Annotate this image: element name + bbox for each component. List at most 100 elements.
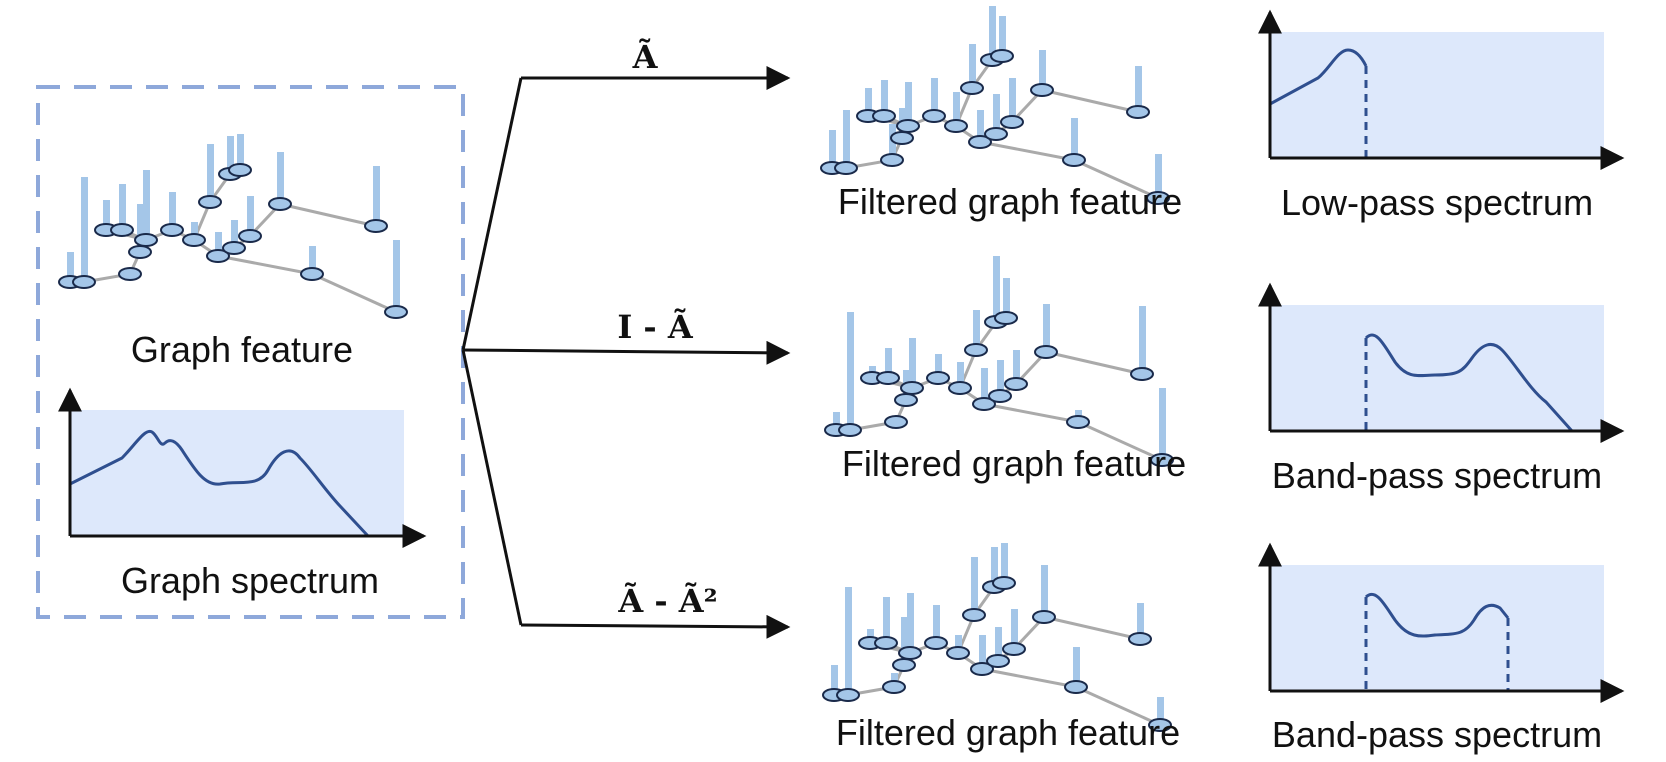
input-node-14	[238, 229, 262, 243]
f2-node-8	[948, 381, 972, 395]
low-pass-spectrum-chart	[1258, 9, 1625, 170]
input-edge-18	[311, 272, 397, 314]
band-pass-spectrum-background-2	[1270, 565, 1604, 691]
f3-node-18	[1148, 718, 1172, 732]
f1-signal-bar-18	[1155, 154, 1162, 198]
filtered-graph-feature-3	[822, 543, 1172, 732]
band-pass-spectrum-chart-1	[1258, 282, 1625, 443]
input-signal-bar-1	[81, 177, 88, 282]
fan-out-connector	[461, 66, 791, 639]
band-pass-spectrum-curve-1	[1364, 333, 1574, 433]
f3-node-16	[1128, 632, 1152, 646]
f3-signal-bar-15	[1041, 565, 1048, 617]
filtered-graph-label-3: Filtered graph feature	[836, 712, 1180, 753]
input-signal-bar-17	[309, 246, 316, 274]
f3-signal-bar-0	[831, 665, 838, 695]
input-node-6	[134, 233, 158, 247]
f1-node-14	[1000, 115, 1024, 129]
input-signal-bar-9	[207, 144, 214, 202]
f2-node-13	[988, 389, 1012, 403]
f1-edge-16	[1041, 88, 1139, 114]
f2-signal-bar-16	[1139, 306, 1146, 374]
f3-node-9	[962, 608, 986, 622]
f1-edge-18	[1073, 158, 1159, 200]
f1-node-7	[922, 109, 946, 123]
f3-node-14	[1002, 642, 1026, 656]
input-signal-bar-11	[237, 134, 244, 170]
f1-edge-17	[979, 140, 1075, 162]
f2-signal-bar-11	[1003, 278, 1010, 318]
connector-top	[461, 77, 523, 351]
input-signal-bar-12	[215, 232, 222, 256]
input-signal-bar-14	[247, 196, 254, 236]
f3-signal-bar-17	[1073, 647, 1080, 687]
f3-node-2	[882, 680, 906, 694]
f2-node-18	[1150, 453, 1174, 467]
input-node-16	[364, 219, 388, 233]
input-spectrum-background	[70, 410, 404, 536]
f1-node-16	[1126, 105, 1150, 119]
f3-edge-17	[981, 667, 1077, 689]
f2-signal-bar-6	[909, 338, 916, 388]
f2-node-15	[1034, 345, 1058, 359]
f1-signal-bar-0	[829, 130, 836, 168]
f3-signal-bar-13	[995, 627, 1002, 661]
operator-label-1: Ã	[632, 38, 659, 76]
low-pass-spectrum-label: Low-pass spectrum	[1281, 182, 1593, 223]
input-signal-bar-0	[67, 252, 74, 282]
f2-signal-bar-1	[847, 312, 854, 430]
f1-signal-bar-17	[1071, 118, 1078, 160]
f1-signal-bar-4	[865, 88, 872, 116]
f1-signal-bar-15	[1039, 50, 1046, 90]
f1-signal-bar-14	[1009, 78, 1016, 122]
filtered-graph-feature-1	[820, 6, 1170, 205]
input-node-12	[206, 249, 230, 263]
f2-node-2	[884, 415, 908, 429]
f2-node-11	[994, 311, 1018, 325]
band-pass-spectrum-background-1	[1270, 305, 1604, 431]
f1-signal-bar-13	[993, 94, 1000, 134]
f3-signal-bar-14	[1011, 609, 1018, 649]
f2-node-6	[900, 381, 924, 395]
input-node-7	[160, 223, 184, 237]
input-signal-bar-16	[373, 166, 380, 226]
input-spectrum-curve	[69, 429, 370, 538]
filtered-graph-feature-2	[824, 256, 1174, 467]
f2-signal-bar-7	[935, 354, 942, 378]
input-node-13	[222, 241, 246, 255]
f1-signal-bar-9	[969, 44, 976, 88]
f3-node-8	[946, 646, 970, 660]
operator-label-3: Ã - Ã²	[617, 582, 717, 620]
band-pass-spectrum-label-2: Band-pass spectrum	[1272, 714, 1602, 755]
f2-edge-18	[1077, 420, 1163, 462]
input-node-3	[128, 245, 152, 259]
input-signal-bar-13	[231, 220, 238, 248]
f3-node-11	[992, 576, 1016, 590]
input-signal-bar-10	[227, 136, 234, 174]
f3-signal-bar-3	[901, 617, 908, 665]
f1-signal-bar-10	[989, 6, 996, 60]
band-pass-spectrum-chart-2	[1258, 542, 1625, 703]
input-signal-bar-18	[393, 240, 400, 312]
f2-node-3	[894, 393, 918, 407]
f2-signal-bar-0	[833, 412, 840, 430]
f2-signal-bar-8	[957, 362, 964, 388]
f2-signal-bar-14	[1013, 350, 1020, 384]
f1-node-18	[1146, 191, 1170, 205]
filtered-graph-label-2: Filtered graph feature	[842, 443, 1186, 484]
f1-signal-bar-11	[999, 16, 1006, 56]
f2-signal-bar-10	[993, 256, 1000, 322]
input-graph-feature	[58, 134, 408, 319]
f1-signal-bar-5	[881, 80, 888, 116]
f1-signal-bar-16	[1135, 66, 1142, 112]
input-edge-17	[217, 254, 313, 276]
f3-signal-bar-12	[979, 635, 986, 669]
f1-node-15	[1030, 83, 1054, 97]
f2-signal-bar-18	[1159, 388, 1166, 460]
f1-signal-bar-12	[977, 110, 984, 142]
f3-node-12	[970, 662, 994, 676]
f3-signal-bar-8	[955, 635, 962, 653]
input-signal-bar-6	[143, 170, 150, 240]
f1-node-13	[984, 127, 1008, 141]
